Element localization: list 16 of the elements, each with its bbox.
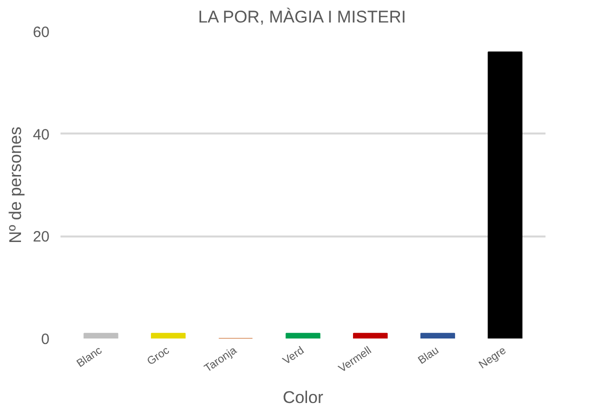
x-tick-label: Blau — [416, 344, 442, 367]
bar — [286, 332, 320, 338]
y-tick-label: 40 — [32, 126, 50, 144]
y-tick-label: 60 — [32, 24, 50, 41]
bar — [84, 332, 118, 338]
x-tick-label: Groc — [145, 344, 172, 368]
bar — [353, 332, 388, 338]
bar — [420, 332, 456, 338]
x-axis-title: Color — [282, 388, 324, 408]
bar — [150, 332, 186, 338]
x-tick-label: Verd — [280, 344, 306, 368]
y-tick-label: 0 — [41, 331, 50, 348]
bar — [488, 51, 522, 338]
y-axis-title: Nº de persones — [6, 126, 25, 244]
y-tick-label: 20 — [32, 228, 50, 246]
chart-title: LA POR, MÀGIA I MISTERI — [198, 8, 406, 26]
